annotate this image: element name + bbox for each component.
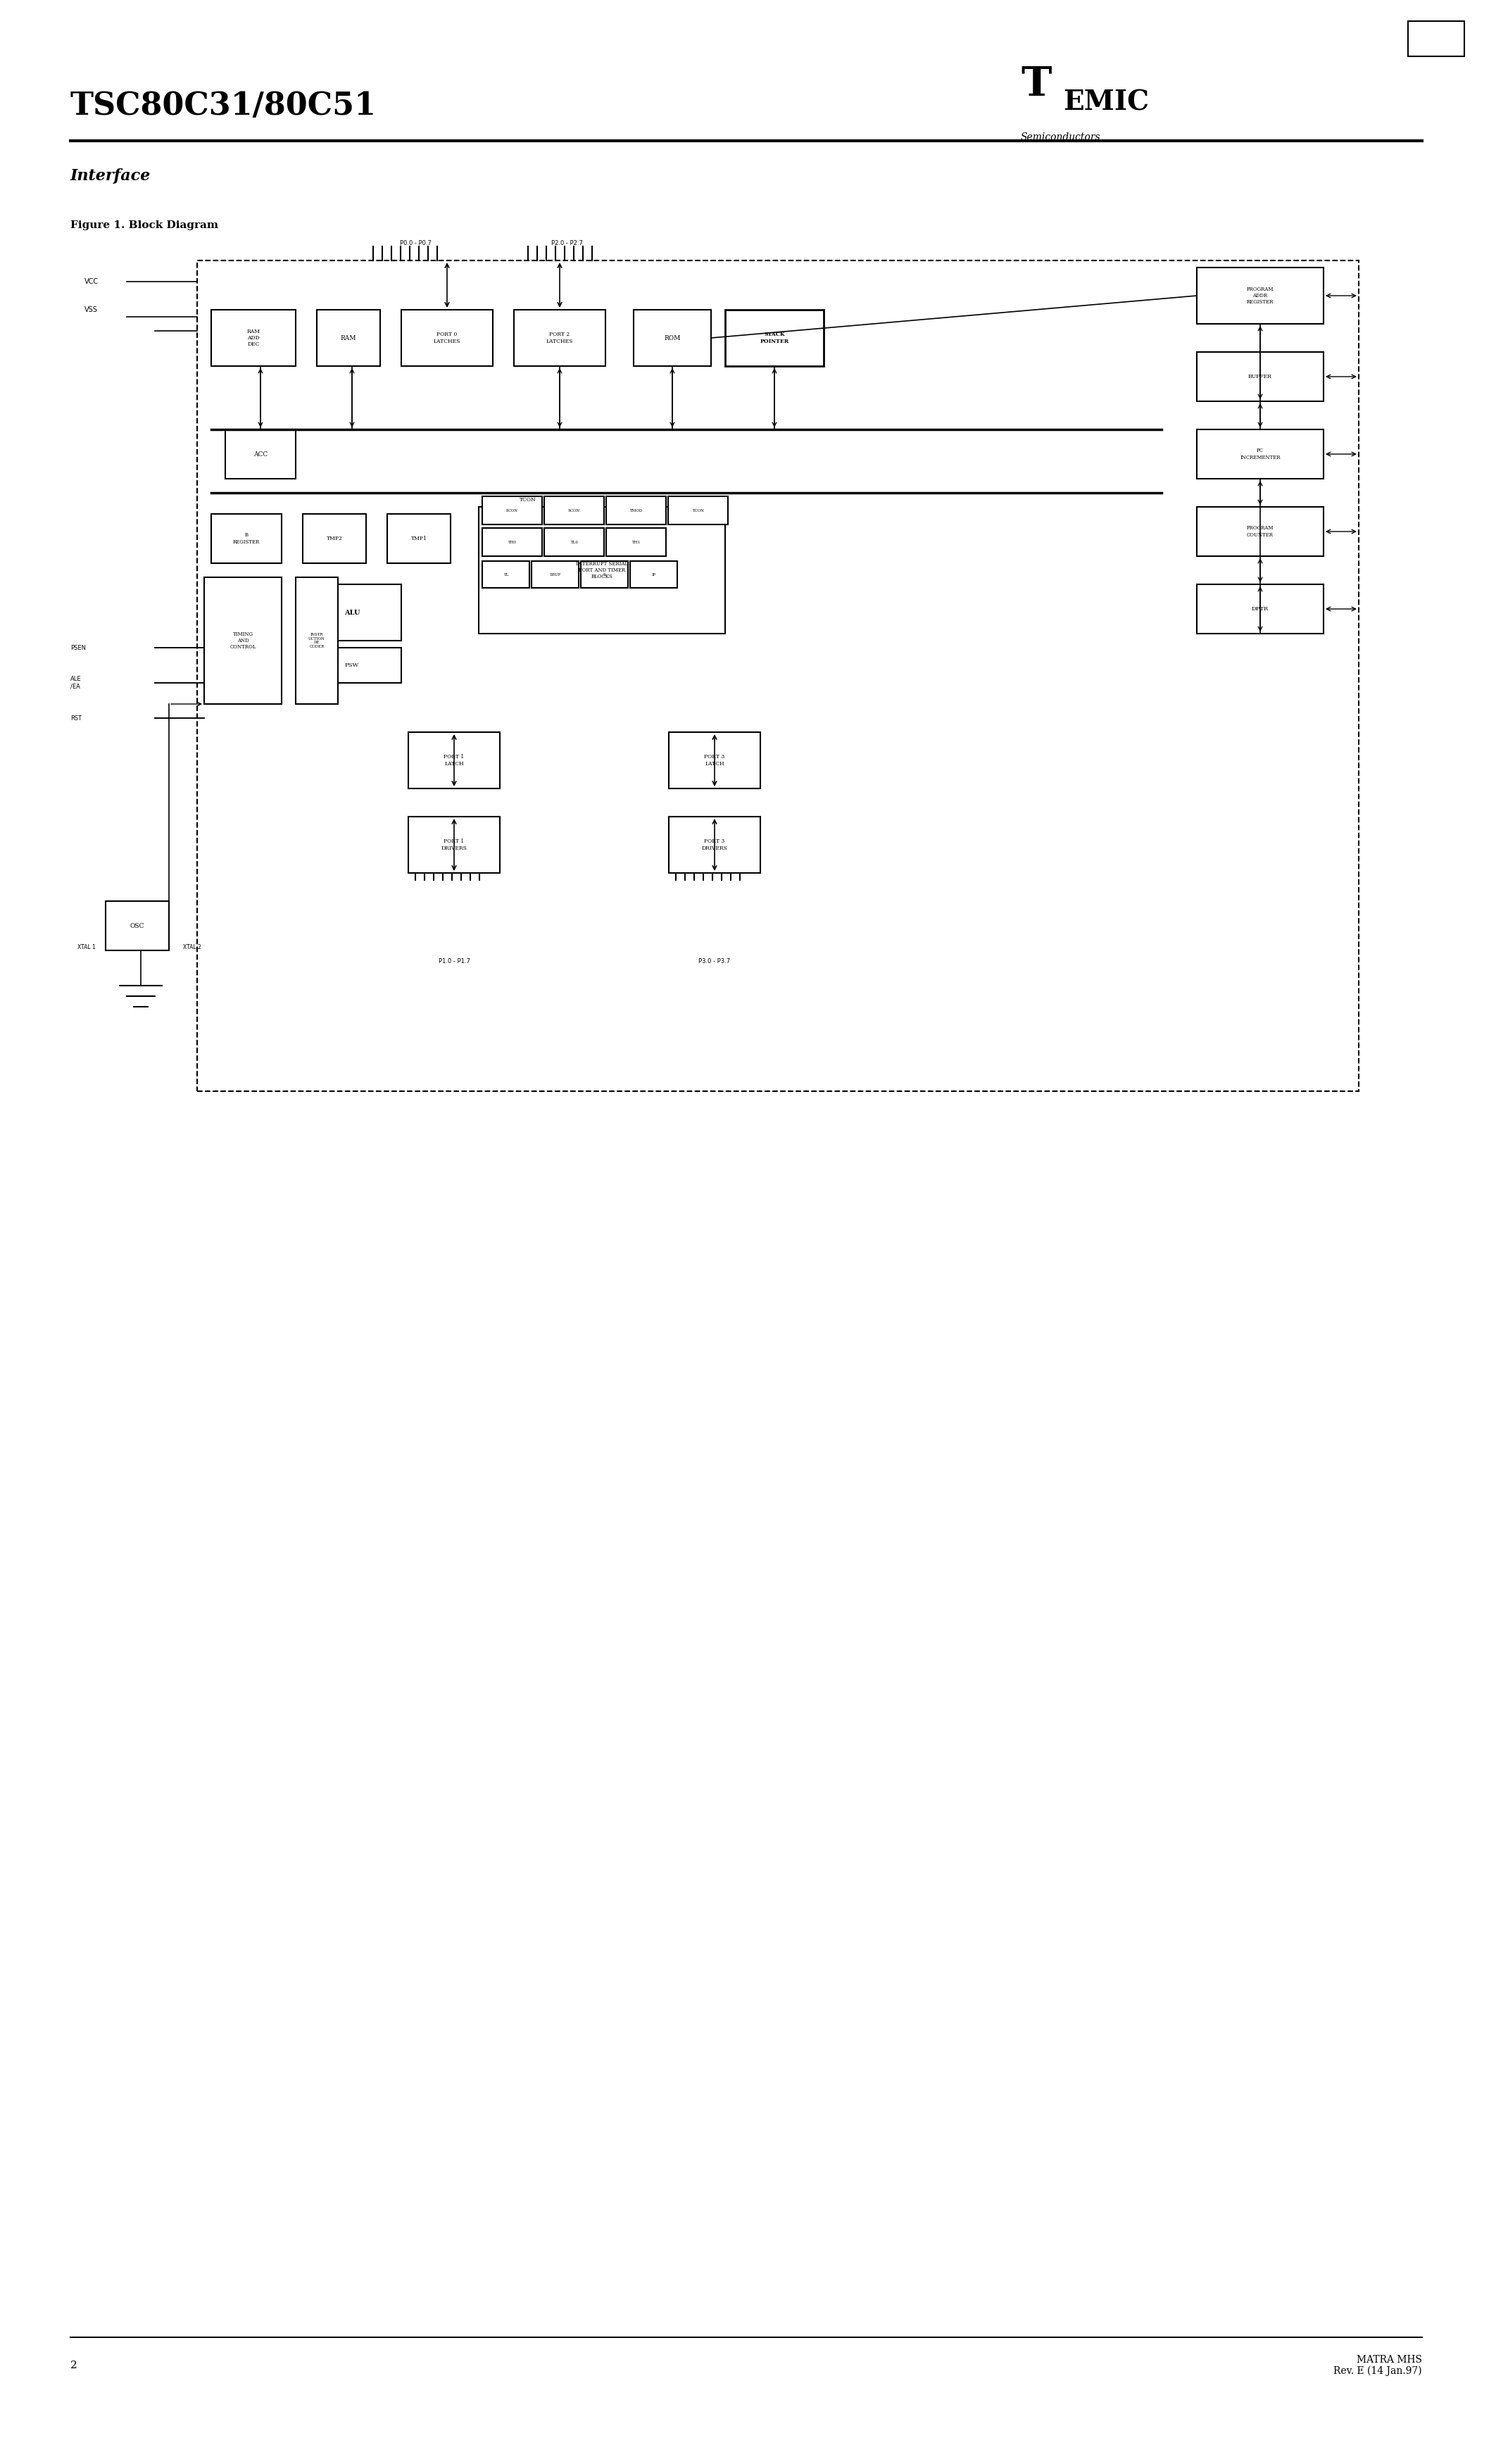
- Text: INSTR
UCTION
DE
CODER: INSTR UCTION DE CODER: [308, 633, 325, 648]
- Bar: [482, 562, 530, 589]
- Text: P0.0 - P0.7: P0.0 - P0.7: [399, 239, 431, 246]
- Text: P2.0 - P2.7: P2.0 - P2.7: [551, 239, 582, 246]
- Bar: [387, 515, 450, 564]
- Text: TCON: TCON: [693, 508, 705, 513]
- Bar: [302, 584, 401, 641]
- Text: PC
INCREMENTER: PC INCREMENTER: [1240, 448, 1281, 461]
- Bar: [630, 562, 678, 589]
- Bar: [1197, 429, 1324, 478]
- Text: PROGRAM
ADDR
REGISTER: PROGRAM ADDR REGISTER: [1246, 286, 1273, 306]
- Text: PCON: PCON: [506, 508, 518, 513]
- Text: PORT 3
LATCH: PORT 3 LATCH: [705, 754, 726, 766]
- Bar: [211, 310, 296, 367]
- Bar: [1408, 22, 1465, 57]
- Text: IP: IP: [652, 572, 655, 577]
- Bar: [302, 648, 401, 683]
- Text: SCON: SCON: [568, 508, 580, 513]
- Bar: [317, 310, 380, 367]
- Bar: [1197, 269, 1324, 323]
- Text: STACK
POINTER: STACK POINTER: [760, 333, 788, 345]
- Bar: [545, 527, 604, 557]
- Bar: [515, 310, 606, 367]
- Text: Semiconductors: Semiconductors: [1020, 133, 1101, 143]
- Bar: [634, 310, 711, 367]
- Bar: [669, 732, 760, 788]
- Text: TCON: TCON: [519, 498, 537, 503]
- Text: B
REGISTER: B REGISTER: [233, 532, 260, 545]
- Text: PORT 2
LATCHES: PORT 2 LATCHES: [546, 333, 573, 345]
- Text: XTAL 2: XTAL 2: [183, 944, 200, 951]
- Bar: [226, 429, 296, 478]
- Bar: [302, 515, 367, 564]
- Text: DPTR: DPTR: [1252, 606, 1269, 611]
- Text: TL: TL: [503, 572, 509, 577]
- Bar: [296, 577, 338, 705]
- Text: TL0: TL0: [570, 540, 577, 545]
- Text: TH0: TH0: [509, 540, 516, 545]
- Text: ACC: ACC: [253, 451, 268, 458]
- Bar: [1197, 584, 1324, 633]
- Text: TMP2: TMP2: [326, 535, 343, 542]
- Bar: [669, 495, 729, 525]
- Bar: [1197, 508, 1324, 557]
- Text: BUFFER: BUFFER: [1248, 375, 1272, 379]
- Bar: [545, 495, 604, 525]
- Text: RST: RST: [70, 715, 82, 722]
- Text: T: T: [1020, 64, 1052, 103]
- Bar: [482, 495, 542, 525]
- Text: TIMING
AND
CONTROL: TIMING AND CONTROL: [230, 631, 256, 650]
- Text: VCC: VCC: [84, 278, 99, 286]
- Text: RAM
ADD
DEC: RAM ADD DEC: [247, 328, 260, 347]
- Text: ROM: ROM: [664, 335, 681, 340]
- Bar: [606, 495, 666, 525]
- Text: PORT 0
LATCHES: PORT 0 LATCHES: [434, 333, 461, 345]
- Text: PSW: PSW: [346, 663, 359, 668]
- Text: PORT 3
DRIVERS: PORT 3 DRIVERS: [702, 838, 727, 850]
- Text: ALU: ALU: [344, 609, 361, 616]
- Text: PROGRAM
COUNTER: PROGRAM COUNTER: [1246, 525, 1273, 537]
- Text: PSEN: PSEN: [70, 646, 85, 650]
- Text: VSS: VSS: [84, 306, 97, 313]
- Bar: [401, 310, 492, 367]
- Text: Interface: Interface: [70, 168, 151, 185]
- Text: SBUF: SBUF: [549, 572, 561, 577]
- Text: PORT 1
LATCH: PORT 1 LATCH: [444, 754, 464, 766]
- Text: EMIC: EMIC: [1064, 89, 1149, 116]
- Bar: [580, 562, 628, 589]
- Text: OSC: OSC: [130, 922, 145, 929]
- Bar: [669, 816, 760, 872]
- Text: XTAL 1: XTAL 1: [78, 944, 96, 951]
- Text: P3.0 - P3.7: P3.0 - P3.7: [699, 958, 730, 963]
- Bar: [482, 527, 542, 557]
- Text: Figure 1. Block Diagram: Figure 1. Block Diagram: [70, 219, 218, 229]
- Text: ALE
/EA: ALE /EA: [70, 675, 81, 690]
- Bar: [408, 816, 500, 872]
- Bar: [531, 562, 579, 589]
- Text: TMOD: TMOD: [630, 508, 642, 513]
- Text: TSC80C31/80C51: TSC80C31/80C51: [70, 91, 377, 121]
- Bar: [106, 902, 169, 951]
- Text: S: S: [603, 572, 606, 577]
- Bar: [606, 527, 666, 557]
- Bar: [211, 515, 281, 564]
- Bar: [1197, 352, 1324, 402]
- Bar: [726, 310, 824, 367]
- Text: 2: 2: [70, 2361, 78, 2370]
- Bar: [197, 261, 1358, 1092]
- Text: INTERRUPT SERIAL
PORT AND TIMER
BLOCKS: INTERRUPT SERIAL PORT AND TIMER BLOCKS: [576, 562, 628, 579]
- Text: P1.0 - P1.7: P1.0 - P1.7: [438, 958, 470, 963]
- Text: TH1: TH1: [631, 540, 640, 545]
- Bar: [203, 577, 281, 705]
- Text: TMP1: TMP1: [411, 535, 426, 542]
- Text: PORT 1
DRIVERS: PORT 1 DRIVERS: [441, 838, 467, 850]
- Bar: [408, 732, 500, 788]
- Text: MATRA MHS
Rev. E (14 Jan.97): MATRA MHS Rev. E (14 Jan.97): [1333, 2356, 1423, 2375]
- Bar: [479, 508, 726, 633]
- Text: RAM: RAM: [341, 335, 356, 340]
